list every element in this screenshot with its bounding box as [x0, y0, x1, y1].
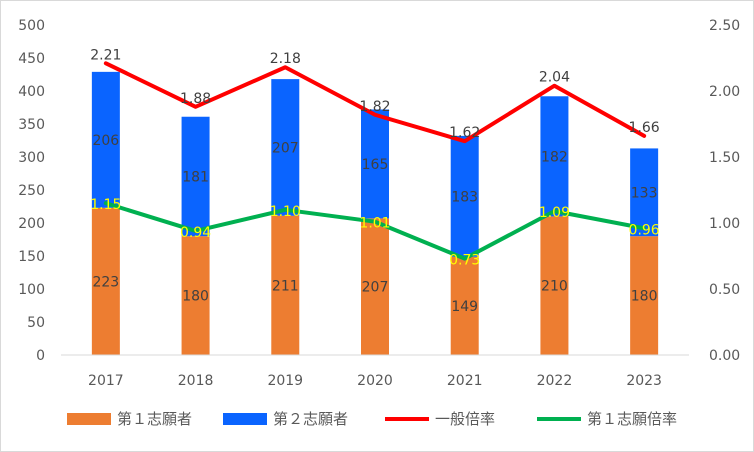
y-left-tick: 450 — [18, 51, 45, 67]
bar-label-series1-2017: 223 — [92, 274, 119, 290]
bar-series2-2021 — [450, 135, 479, 257]
y-left-tick: 200 — [18, 216, 45, 232]
line-label-1-2019: 2.18 — [270, 51, 301, 67]
line-label-2-2017: 1.15 — [90, 197, 121, 213]
y-left-tick: 350 — [18, 117, 45, 133]
bar-label-series2-2023: 133 — [631, 185, 658, 201]
y-right-tick: 0.00 — [709, 348, 740, 364]
bar-label-series2-2020: 165 — [362, 157, 389, 173]
line-label-1-2021: 1.62 — [449, 125, 480, 141]
bar-series2-2022 — [540, 96, 569, 217]
bar-label-series1-2021: 149 — [451, 299, 478, 315]
bar-series1-2019 — [271, 215, 300, 355]
x-tick-2021: 2021 — [447, 373, 483, 389]
y-left-tick: 400 — [18, 84, 45, 100]
bar-series1-2023 — [630, 236, 659, 355]
line-label-2-2022: 1.09 — [539, 205, 570, 221]
bar-series1-2017 — [91, 207, 120, 355]
bar-series2-2023 — [630, 148, 659, 237]
line-label-1-2023: 1.66 — [629, 120, 660, 136]
bar-label-series1-2018: 180 — [182, 289, 209, 305]
y-left-tick: 150 — [18, 249, 45, 265]
y-left-tick: 500 — [18, 18, 45, 34]
line-label-1-2020: 1.82 — [359, 99, 390, 115]
bar-series1-2018 — [181, 236, 210, 355]
y-left-tick: 50 — [27, 315, 45, 331]
x-tick-2022: 2022 — [537, 373, 573, 389]
y-left-tick: 300 — [18, 150, 45, 166]
bars-layer — [91, 71, 659, 355]
line-label-2-2020: 1.01 — [359, 216, 390, 232]
y-left-tick: 0 — [36, 348, 45, 364]
axes-layer: 0 50 100 150 200 250 300 350 400 450 500 0.00 0.50 1.… — [18, 18, 740, 389]
line-label-1-2017: 2.21 — [90, 47, 121, 63]
legend-swatch-2 — [223, 413, 267, 425]
bar-series1-2021 — [450, 256, 479, 355]
line-label-2-2021: 0.73 — [449, 253, 480, 269]
y-right-tick: 1.50 — [709, 150, 740, 166]
bar-series2-2017 — [91, 71, 120, 208]
legend: 第１志願者 第２志願者 一般倍率 第１志願倍率 — [67, 410, 677, 428]
bar-series2-2018 — [181, 116, 210, 237]
bar-label-series2-2021: 183 — [451, 189, 478, 205]
line-label-2-2019: 1.10 — [270, 204, 301, 220]
line-label-1-2022: 2.04 — [539, 70, 570, 86]
bar-label-series1-2023: 180 — [631, 289, 658, 305]
x-tick-2018: 2018 — [178, 373, 214, 389]
lines-layer — [103, 61, 647, 261]
y-left-tick: 100 — [18, 282, 45, 298]
bar-series1-2020 — [361, 218, 389, 355]
x-tick-2017: 2017 — [88, 373, 124, 389]
data-labels-layer: 223 206 180 181 211 207 207 165 149 183 210 182 180 1… — [90, 47, 660, 315]
bar-label-series1-2019: 211 — [272, 278, 299, 294]
legend-label-3: 一般倍率 — [435, 410, 495, 428]
y-right-tick: 1.00 — [709, 216, 740, 232]
line-label-2-2023: 0.96 — [629, 222, 660, 238]
legend-label-1: 第１志願者 — [117, 410, 192, 428]
bar-series2-2020 — [361, 109, 389, 219]
x-tick-2019: 2019 — [267, 373, 303, 389]
bar-label-series2-2019: 207 — [272, 140, 299, 156]
line-label-2-2018: 0.94 — [180, 225, 211, 241]
y-right-tick: 2.50 — [709, 18, 740, 34]
y-left-tick: 250 — [18, 183, 45, 199]
bar-label-series1-2020: 207 — [362, 280, 389, 296]
y-right-tick: 0.50 — [709, 282, 740, 298]
legend-swatch-1 — [67, 413, 111, 425]
bar-label-series2-2018: 181 — [182, 169, 209, 185]
line-label-1-2018: 1.88 — [180, 91, 211, 107]
x-tick-2023: 2023 — [626, 373, 662, 389]
legend-label-2: 第２志願者 — [273, 410, 348, 428]
bar-series2-2019 — [271, 79, 300, 216]
bar-series1-2022 — [540, 216, 569, 355]
x-tick-2020: 2020 — [357, 373, 393, 389]
bar-label-series1-2022: 210 — [541, 279, 568, 295]
legend-label-4: 第１志願倍率 — [587, 410, 677, 428]
bar-label-series2-2017: 206 — [92, 133, 119, 149]
y-right-tick: 2.00 — [709, 84, 740, 100]
bar-label-series2-2022: 182 — [541, 149, 568, 165]
